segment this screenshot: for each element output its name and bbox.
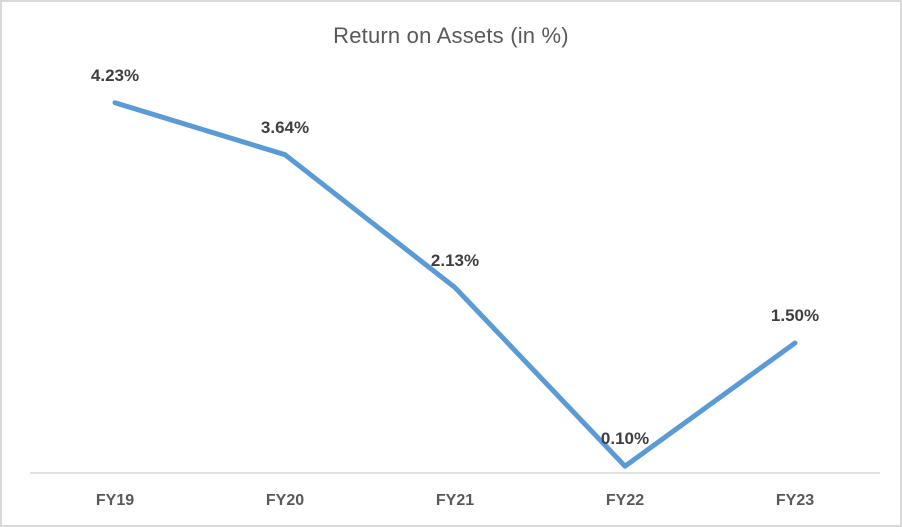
data-label-fy20: 3.64% [260, 117, 310, 137]
x-axis-label-fy19: FY19 [95, 492, 135, 509]
x-axis-label-fy21: FY21 [435, 492, 475, 509]
data-label-fy21: 2.13% [430, 250, 480, 270]
data-label-fy19: 4.23% [90, 65, 140, 85]
x-axis-label-fy20: FY20 [265, 492, 305, 509]
x-axis-label-fy22: FY22 [605, 492, 645, 509]
x-axis-label-fy23: FY23 [775, 492, 815, 509]
chart-title: Return on Assets (in %) [333, 23, 569, 48]
data-label-fy23: 1.50% [770, 306, 820, 325]
data-label-fy22: 0.10% [600, 429, 650, 449]
series-line [112, 100, 798, 469]
